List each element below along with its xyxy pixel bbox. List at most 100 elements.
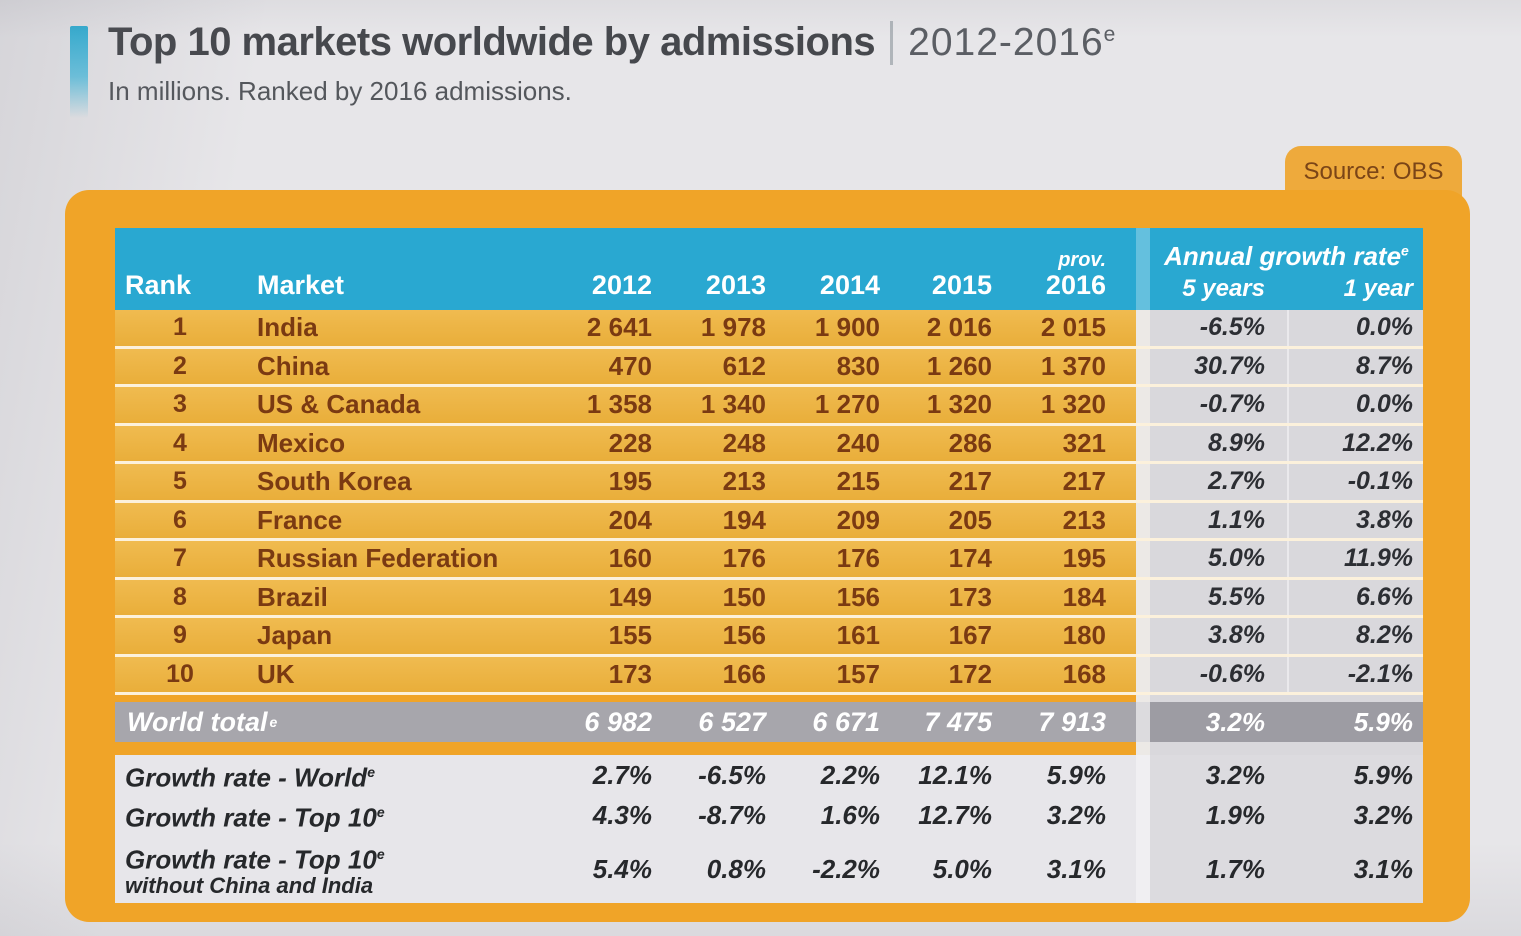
value-2012: 2 641 — [586, 312, 652, 343]
column-gap — [1136, 425, 1150, 461]
table-row: 6 France 204 194 209 205 213 1.1% 3.8% — [115, 502, 1423, 541]
value-2012: 149 — [608, 581, 652, 612]
growth-value-2013: -8.7% — [662, 795, 776, 835]
col-header-market: Market — [257, 270, 345, 300]
table-row: 1 India 2 641 1 978 1 900 2 016 2 015 -6… — [115, 310, 1423, 349]
source-label: Source: OBS — [1303, 158, 1444, 185]
rank-cell: 5 — [173, 467, 187, 496]
value-2016: 1 320 — [1040, 389, 1106, 420]
prov-year: 2016 — [1045, 270, 1106, 300]
growth-1y-cell: 8.2% — [1287, 618, 1423, 654]
page-subtitle: In millions. Ranked by 2016 admissions. — [108, 76, 572, 106]
table-inner: Rank Market 2012 2013 2014 2015 prov. 20… — [115, 228, 1423, 903]
column-gap — [1136, 310, 1150, 346]
growth-value-2016: 3.1% — [1002, 835, 1136, 903]
growth-1y-cell: 5.9% — [1287, 755, 1423, 795]
value-2016: 213 — [1062, 504, 1106, 535]
table-row: 7 Russian Federation 160 176 176 174 195… — [115, 541, 1423, 580]
market-cell: South Korea — [257, 466, 412, 497]
value-2014: 176 — [836, 543, 880, 574]
value-2013: 612 — [722, 350, 766, 381]
growth-5y-cell: 1.9% — [1150, 795, 1287, 835]
value-2014: 209 — [836, 504, 880, 535]
rank-cell: 6 — [173, 505, 187, 534]
growth-value-2015: 5.0% — [890, 835, 1002, 903]
value-2015: 1 260 — [926, 350, 992, 381]
growth-rate-row: Growth rate - Worlde 2.7% -6.5% 2.2% 12.… — [115, 755, 1423, 795]
value-2016: 321 — [1062, 427, 1106, 458]
world-value-2014: 6 671 — [776, 702, 890, 742]
value-2015: 1 320 — [926, 389, 992, 420]
growth-1y-cell: 0.0% — [1287, 387, 1423, 423]
growth-1y-cell: 6.6% — [1287, 579, 1423, 615]
col-header-1year: 1 year — [1343, 275, 1413, 302]
table-row: 9 Japan 155 156 161 167 180 3.8% 8.2% — [115, 618, 1423, 657]
rank-cell: 1 — [173, 313, 187, 342]
col-header-2016: prov. 2016 — [1002, 250, 1136, 310]
col-header-2015: 2015 — [931, 270, 992, 300]
market-cell: France — [257, 504, 343, 535]
growth-5y-cell: 3.8% — [1150, 618, 1287, 654]
value-2016: 1 370 — [1040, 350, 1106, 381]
table-row: 2 China 470 612 830 1 260 1 370 30.7% 8.… — [115, 348, 1423, 387]
world-growth-5y: 3.2% — [1150, 702, 1287, 742]
value-2015: 172 — [948, 658, 992, 689]
growth-column-gap — [1136, 835, 1150, 903]
value-2012: 1 358 — [586, 389, 652, 420]
growth-value-2016: 3.2% — [1002, 795, 1136, 835]
growth-5y-cell: 1.7% — [1150, 835, 1287, 903]
growth-1y-cell: 3.1% — [1287, 835, 1423, 903]
col-header-5years: 5 years — [1182, 275, 1265, 302]
world-total-label: World total e — [115, 702, 555, 742]
column-gap — [1136, 502, 1150, 538]
growth-column-gap — [1136, 795, 1150, 835]
growth-5y-cell: 5.5% — [1150, 579, 1287, 615]
growth-value-2012: 4.3% — [555, 795, 662, 835]
table-header: Rank Market 2012 2013 2014 2015 prov. 20… — [115, 228, 1423, 310]
growth-5y-cell: 2.7% — [1150, 464, 1287, 500]
growth-row-label: Growth rate - Top 10e — [115, 795, 555, 835]
title-period: 2012-2016e — [908, 20, 1117, 64]
world-value-2013: 6 527 — [662, 702, 776, 742]
market-cell: Mexico — [257, 427, 346, 458]
growth-5y-cell: 3.2% — [1150, 755, 1287, 795]
growth-value-2013: -6.5% — [662, 755, 776, 795]
value-2012: 155 — [608, 620, 652, 651]
growth-5y-cell: -0.6% — [1150, 656, 1287, 692]
value-2016: 184 — [1062, 581, 1106, 612]
growth-superscript: e — [1401, 242, 1409, 259]
growth-row-superscript: e — [376, 846, 385, 863]
header-column-gap — [1136, 228, 1150, 310]
growth-1y-cell: 3.8% — [1287, 502, 1423, 538]
value-2013: 150 — [722, 581, 766, 612]
growth-1y-cell: 11.9% — [1287, 541, 1423, 577]
growth-section: Growth rate - Worlde 2.7% -6.5% 2.2% 12.… — [115, 755, 1423, 903]
growth-5y-cell: 8.9% — [1150, 425, 1287, 461]
value-2015: 2 016 — [926, 312, 992, 343]
title-separator — [890, 20, 894, 65]
col-header-2014: 2014 — [819, 270, 880, 300]
market-cell: Japan — [257, 620, 333, 651]
growth-1y-cell: 12.2% — [1287, 425, 1423, 461]
column-gap — [1136, 618, 1150, 654]
value-2016: 180 — [1062, 620, 1106, 651]
column-gap — [1136, 387, 1150, 423]
value-2015: 217 — [948, 466, 992, 497]
table-body: 1 India 2 641 1 978 1 900 2 016 2 015 -6… — [115, 310, 1423, 695]
growth-1y-cell: -2.1% — [1287, 656, 1423, 692]
value-2012: 470 — [608, 350, 652, 381]
prov-label: prov. — [1058, 249, 1106, 271]
growth-1y-cell: -0.1% — [1287, 464, 1423, 500]
world-total-row: World total e 6 982 6 527 6 671 7 475 7 9… — [115, 702, 1423, 742]
growth-value-2013: 0.8% — [662, 835, 776, 903]
page-title: Top 10 markets worldwide by admissions — [108, 20, 876, 64]
growth-rate-row: Growth rate - Top 10e without China and … — [115, 835, 1423, 903]
column-gap — [1136, 656, 1150, 692]
value-2012: 228 — [608, 427, 652, 458]
world-growth-1y: 5.9% — [1287, 702, 1423, 742]
value-2016: 2 015 — [1040, 312, 1106, 343]
growth-value-2015: 12.7% — [890, 795, 1002, 835]
growth-1y-cell: 3.2% — [1287, 795, 1423, 835]
growth-value-2015: 12.1% — [890, 755, 1002, 795]
rank-cell: 4 — [173, 428, 187, 457]
